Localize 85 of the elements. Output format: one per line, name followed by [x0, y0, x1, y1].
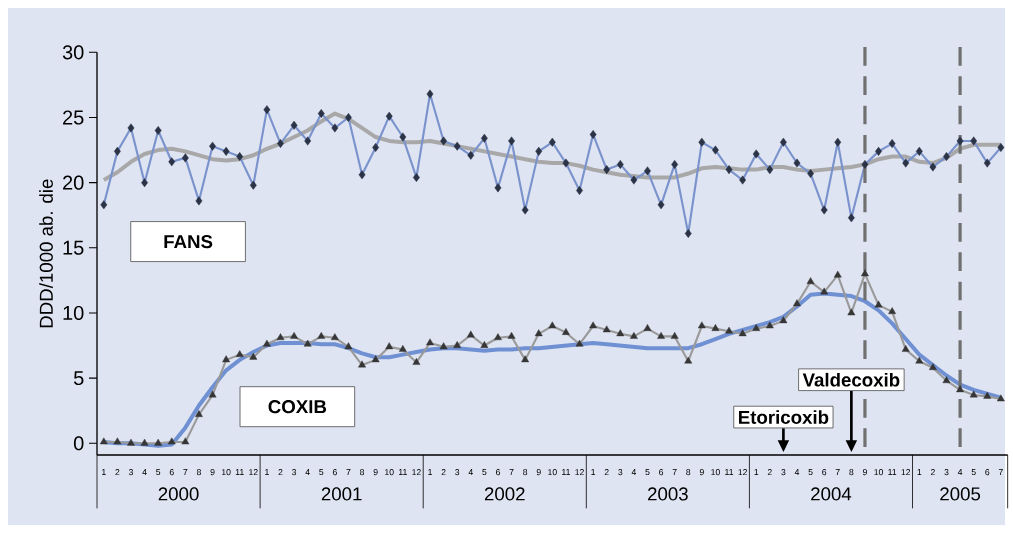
y-axis-title: DDD/1000 ab. die	[39, 179, 53, 328]
y-tick-label: 15	[63, 240, 84, 255]
x-tick-label: 2	[278, 469, 283, 476]
x-tick-label: 7	[835, 469, 840, 476]
x-tick-label: 4	[957, 469, 963, 476]
x-tick-label: 5	[319, 469, 324, 476]
x-tick-label: 4	[794, 469, 800, 476]
x-tick-label: 1	[102, 469, 106, 476]
x-tick-label: 6	[659, 469, 664, 476]
x-tick-label: 8	[849, 469, 854, 476]
x-tick-label: 12	[901, 469, 911, 476]
x-tick-label: 8	[196, 469, 201, 476]
x-tick-label: 12	[738, 469, 747, 476]
x-tick-label: 10	[711, 469, 720, 476]
text: 2004	[811, 487, 852, 501]
x-tick-label: 2	[115, 469, 120, 476]
x-tick-label: 5	[808, 469, 813, 476]
annotation: Valdecoxib	[802, 372, 900, 387]
x-tick-label: 9	[862, 469, 867, 476]
y-tick-label: 20	[63, 175, 84, 190]
y-tick-label: 0	[73, 436, 84, 451]
x-tick-label: 10	[221, 469, 231, 476]
y-tick-label: 5	[73, 371, 84, 386]
x-tick-label: 8	[686, 469, 691, 476]
x-tick-label: 9	[536, 469, 541, 476]
x-tick-label: 4	[305, 469, 310, 476]
x-tick-label: 11	[725, 469, 734, 476]
x-tick-label: 6	[332, 469, 337, 476]
x-tick-label: 11	[398, 469, 407, 476]
x-tick-label: 2	[767, 469, 772, 476]
x-tick-label: 7	[672, 469, 677, 476]
x-tick-label: 9	[210, 469, 215, 476]
x-tick-label: 7	[183, 469, 188, 476]
x-tick-label: 10	[874, 469, 884, 476]
x-tick-label: 2	[930, 469, 935, 476]
x-tick-label: 11	[235, 469, 244, 476]
x-tick-label: 11	[562, 469, 570, 476]
x-tick-label: 1	[428, 469, 432, 476]
x-tick-label: 11	[888, 469, 897, 476]
series-label: FANS	[164, 234, 213, 249]
x-tick-label: 10	[385, 469, 394, 476]
x-tick-label: 3	[618, 469, 623, 476]
text: 2001	[321, 487, 362, 501]
x-tick-label: 4	[631, 469, 637, 476]
x-tick-label: 12	[249, 469, 258, 476]
x-tick-label: 1	[591, 469, 596, 476]
text: 2002	[484, 487, 525, 501]
x-tick-label: 9	[699, 469, 704, 476]
x-tick-label: 2	[441, 469, 446, 476]
x-tick-label: 1	[917, 469, 922, 476]
x-tick-label: 5	[645, 469, 650, 476]
x-tick-label: 7	[509, 469, 514, 476]
x-tick-label: 5	[482, 469, 487, 476]
x-tick-label: 12	[575, 469, 584, 476]
x-tick-label: 3	[944, 469, 949, 476]
x-tick-label: 8	[523, 469, 528, 476]
y-tick-label: 30	[62, 45, 84, 60]
annotation: Etoricoxib	[739, 410, 829, 424]
x-tick-label: 6	[496, 469, 500, 476]
x-tick-label: 3	[128, 469, 134, 476]
x-tick-label: 10	[548, 469, 557, 476]
x-tick-label: 4	[142, 469, 147, 476]
y-tick-label: 10	[63, 305, 84, 321]
x-tick-label: 6	[985, 469, 990, 476]
x-tick-label: 6	[822, 469, 827, 476]
x-tick-label: 7	[346, 469, 351, 476]
x-tick-label: 6	[169, 469, 174, 476]
x-tick-label: 3	[781, 469, 786, 476]
x-tick-label: 7	[998, 469, 1003, 476]
x-tick-label: 4	[468, 469, 473, 476]
y-tick-label: 25	[63, 110, 84, 125]
text: 2003	[648, 487, 688, 501]
x-tick-label: 1	[265, 469, 269, 476]
x-tick-label: 8	[360, 469, 365, 476]
x-tick-label: 3	[292, 469, 297, 476]
x-tick-label: 2	[604, 469, 609, 476]
x-tick-label: 9	[373, 469, 378, 476]
text: 2000	[158, 487, 199, 501]
x-tick-label: 12	[412, 469, 421, 476]
x-tick-label: 5	[971, 469, 976, 476]
text: 2005	[940, 487, 981, 501]
x-tick-label: 1	[754, 469, 759, 476]
x-tick-label: 5	[156, 469, 161, 476]
text: COXIB	[268, 400, 327, 414]
x-tick-label: 3	[455, 469, 460, 476]
